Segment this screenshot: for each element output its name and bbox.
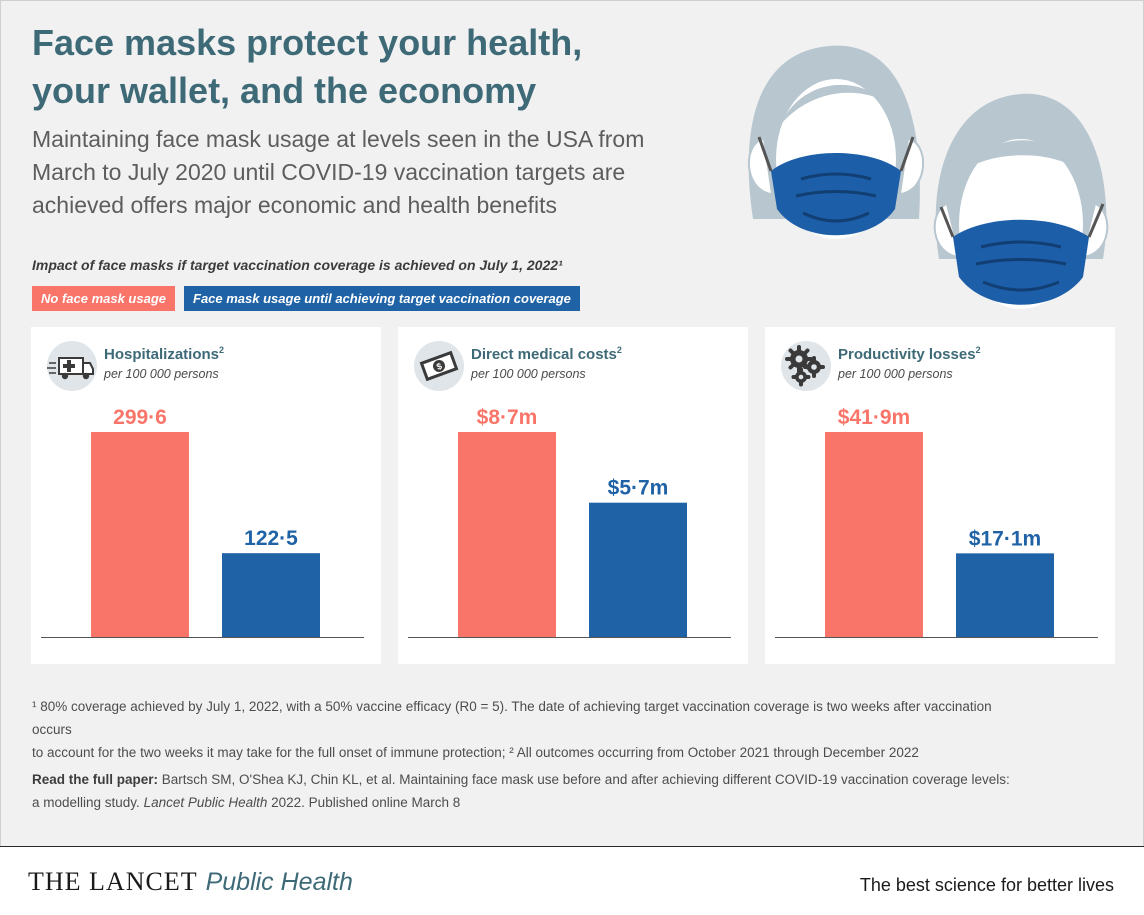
panel-hospitalizations: Hospitalizations2 per 100 000 persons 29… xyxy=(31,327,381,664)
footnote-marker: 2 xyxy=(219,345,225,355)
data-label: $5·7m xyxy=(608,477,669,500)
impact-label: Impact of face masks if target vaccinati… xyxy=(32,257,563,273)
panel-title: Direct medical costs2 xyxy=(471,345,622,363)
citation: Read the full paper: Bartsch SM, O'Shea … xyxy=(32,768,1032,814)
ambulance-icon xyxy=(47,341,97,391)
citation-text-2b: 2022. Published online March 8 xyxy=(267,795,461,810)
panel-unit: per 100 000 persons xyxy=(104,367,219,381)
bar-no-mask xyxy=(458,432,556,637)
svg-text:$: $ xyxy=(435,361,443,372)
panel-title-text: Productivity losses xyxy=(838,346,976,363)
bar-chart: $8·7m $5·7m xyxy=(408,406,731,638)
masked-faces-illustration xyxy=(748,45,1109,309)
panel-productivity-losses: Productivity losses2 per 100 000 persons… xyxy=(765,327,1115,664)
bar-mask xyxy=(956,553,1054,637)
brand-main: THE LANCET xyxy=(28,867,198,896)
bar-chart: 299·6 122·5 xyxy=(41,406,364,638)
page-title: Face masks protect your health, your wal… xyxy=(32,19,652,115)
brand-logo: THE LANCET Public Health xyxy=(28,867,353,897)
footnote-line-2: to account for the two weeks it may take… xyxy=(32,745,919,760)
bar-chart: $41·9m $17·1m xyxy=(775,406,1098,638)
bar-mask xyxy=(589,502,687,637)
panel-title: Hospitalizations2 xyxy=(104,345,224,363)
money-icon: $ xyxy=(414,341,464,391)
footnote: ¹ 80% coverage achieved by July 1, 2022,… xyxy=(32,695,1032,764)
data-label: 122·5 xyxy=(244,527,298,550)
citation-line-2: a modelling study. Lancet Public Health … xyxy=(32,791,1032,814)
title-line-1: Face masks protect your health, xyxy=(32,22,583,63)
panel-unit: per 100 000 persons xyxy=(471,367,586,381)
tagline: The best science for better lives xyxy=(859,875,1114,895)
citation-line-1: Read the full paper: Bartsch SM, O'Shea … xyxy=(32,768,1032,791)
footnote-marker: 2 xyxy=(975,345,981,355)
bar-no-mask xyxy=(825,432,923,637)
data-label: $17·1m xyxy=(969,527,1041,550)
face-left-icon xyxy=(748,45,924,239)
panel-title: Productivity losses2 xyxy=(838,345,981,363)
data-label: 299·6 xyxy=(113,406,167,429)
subtitle: Maintaining face mask usage at levels se… xyxy=(32,126,645,218)
footnote-line-1: ¹ 80% coverage achieved by July 1, 2022,… xyxy=(32,699,992,737)
bar-mask xyxy=(222,553,320,637)
brand-sub: Public Health xyxy=(205,868,353,896)
title-line-2: your wallet, and the economy xyxy=(32,70,537,111)
citation-journal: Lancet Public Health xyxy=(143,795,268,810)
face-right-icon xyxy=(933,93,1109,309)
panel-title-text: Hospitalizations xyxy=(104,346,220,363)
legend-mask: Face mask usage until achieving target v… xyxy=(184,286,580,311)
footer: THE LANCET Public Health The best science… xyxy=(0,846,1144,915)
data-label: $8·7m xyxy=(477,406,538,429)
citation-text-1: Bartsch SM, O'Shea KJ, Chin KL, et al. M… xyxy=(158,772,1010,787)
legend-no-mask: No face mask usage xyxy=(32,286,176,311)
citation-lead: Read the full paper: xyxy=(32,772,159,787)
footnote-marker: 2 xyxy=(616,345,622,355)
infographic-frame: Face masks protect your health, your wal… xyxy=(0,0,1144,846)
panel-unit: per 100 000 persons xyxy=(838,367,953,381)
panel-direct-medical-costs: $ Direct medical costs2 per 100 000 pers… xyxy=(398,327,748,664)
bar-no-mask xyxy=(91,432,189,637)
data-label: $41·9m xyxy=(838,406,910,429)
panel-title-text: Direct medical costs xyxy=(471,346,617,363)
citation-text-2a: a modelling study. xyxy=(32,795,144,810)
gears-icon xyxy=(781,341,831,391)
